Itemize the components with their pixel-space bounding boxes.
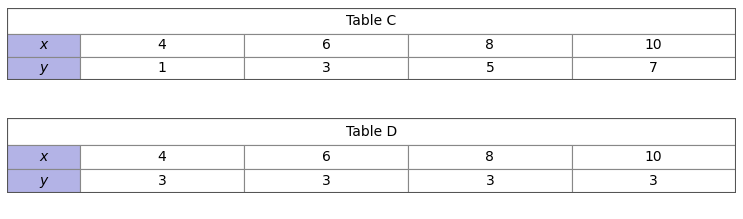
Text: 3: 3 — [322, 62, 331, 76]
Text: 8: 8 — [485, 39, 494, 52]
Text: 3: 3 — [322, 174, 331, 188]
Text: Table D: Table D — [346, 124, 397, 138]
Text: 3: 3 — [485, 174, 494, 188]
Bar — [7, 57, 80, 80]
Bar — [408, 169, 572, 193]
Text: 10: 10 — [645, 150, 663, 164]
Bar — [80, 34, 244, 57]
Bar — [572, 34, 736, 57]
Text: x: x — [39, 39, 48, 52]
Bar — [244, 169, 408, 193]
Text: 6: 6 — [322, 39, 331, 52]
Bar — [244, 145, 408, 169]
Bar — [7, 34, 80, 57]
Text: Table C: Table C — [346, 14, 397, 28]
Bar — [7, 8, 736, 34]
Bar — [80, 57, 244, 80]
Text: 7: 7 — [649, 62, 658, 76]
Text: y: y — [39, 174, 48, 188]
Bar — [7, 118, 736, 145]
Bar — [408, 57, 572, 80]
Text: 6: 6 — [322, 150, 331, 164]
Text: y: y — [39, 62, 48, 76]
Text: 3: 3 — [649, 174, 658, 188]
Bar — [572, 145, 736, 169]
Bar — [408, 145, 572, 169]
Text: 4: 4 — [158, 39, 166, 52]
Bar — [408, 34, 572, 57]
Bar — [80, 145, 244, 169]
Bar — [7, 169, 80, 193]
Text: 5: 5 — [485, 62, 494, 76]
Bar — [572, 169, 736, 193]
Bar — [244, 57, 408, 80]
Bar — [7, 145, 80, 169]
Text: 4: 4 — [158, 150, 166, 164]
Text: x: x — [39, 150, 48, 164]
Text: 8: 8 — [485, 150, 494, 164]
Text: 10: 10 — [645, 39, 663, 52]
Bar — [80, 169, 244, 193]
Text: 3: 3 — [158, 174, 166, 188]
Bar — [244, 34, 408, 57]
Text: 1: 1 — [158, 62, 166, 76]
Bar — [572, 57, 736, 80]
